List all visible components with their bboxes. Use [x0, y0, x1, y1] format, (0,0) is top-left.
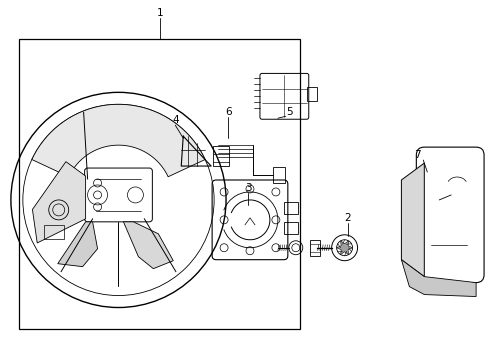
Bar	[283, 222, 297, 234]
Text: 7: 7	[413, 150, 420, 160]
Bar	[306, 87, 316, 101]
Polygon shape	[401, 260, 475, 297]
Text: 6: 6	[224, 107, 231, 117]
Polygon shape	[32, 104, 205, 177]
Text: 1: 1	[157, 8, 163, 18]
Bar	[272, 167, 285, 183]
Polygon shape	[32, 162, 85, 243]
Polygon shape	[336, 241, 352, 255]
Bar	[44, 225, 63, 239]
Bar	[283, 202, 297, 214]
Polygon shape	[401, 163, 424, 276]
Bar	[213, 146, 228, 166]
Text: 4: 4	[172, 115, 178, 125]
Bar	[19, 39, 299, 329]
Polygon shape	[123, 222, 173, 269]
Polygon shape	[58, 222, 98, 267]
Text: 3: 3	[244, 183, 251, 193]
Text: 5: 5	[286, 107, 292, 117]
Text: 2: 2	[344, 213, 350, 223]
Bar	[309, 240, 319, 256]
